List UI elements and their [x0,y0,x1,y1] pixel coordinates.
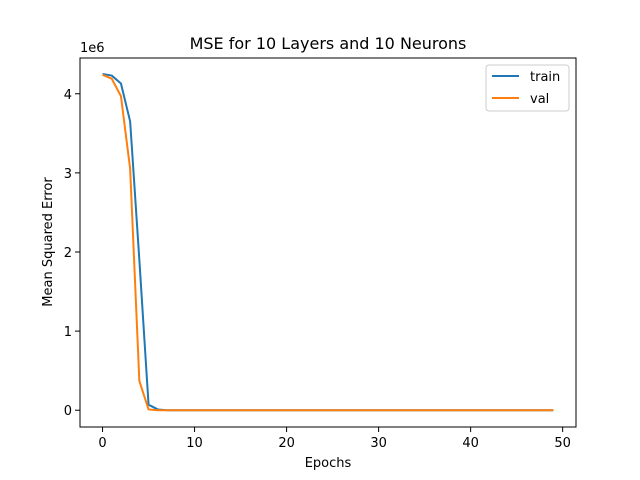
x-tick-label-40: 40 [462,436,479,451]
series-layer [102,72,554,412]
chart-title: MSE for 10 Layers and 10 Neurons [190,34,467,53]
x-tick-label-20: 20 [278,436,295,451]
y-tick-label-3: 3 [64,167,72,182]
legend-label-train: train [530,70,560,85]
series-line-train [102,72,554,412]
legend: train val [485,64,570,112]
x-tick-label-0: 0 [98,436,106,451]
y-axis: 0 1 2 3 4 [64,88,80,419]
legend-label-val: val [530,92,549,107]
x-axis-label: Epochs [305,456,352,471]
y-tick-label-2: 2 [64,246,72,261]
y-axis-label: Mean Squared Error [41,177,56,307]
series-line-val [102,73,554,412]
axes-frame [79,57,577,428]
y-tick-label-0: 0 [64,404,72,419]
x-axis: 0 10 20 30 40 50 [98,427,571,451]
y-offset-label: 1e6 [80,41,105,56]
x-tick-label-10: 10 [186,436,203,451]
y-tick-label-1: 1 [64,325,72,340]
y-tick-label-4: 4 [64,88,72,103]
x-tick-label-30: 30 [370,436,387,451]
x-tick-label-50: 50 [554,436,571,451]
